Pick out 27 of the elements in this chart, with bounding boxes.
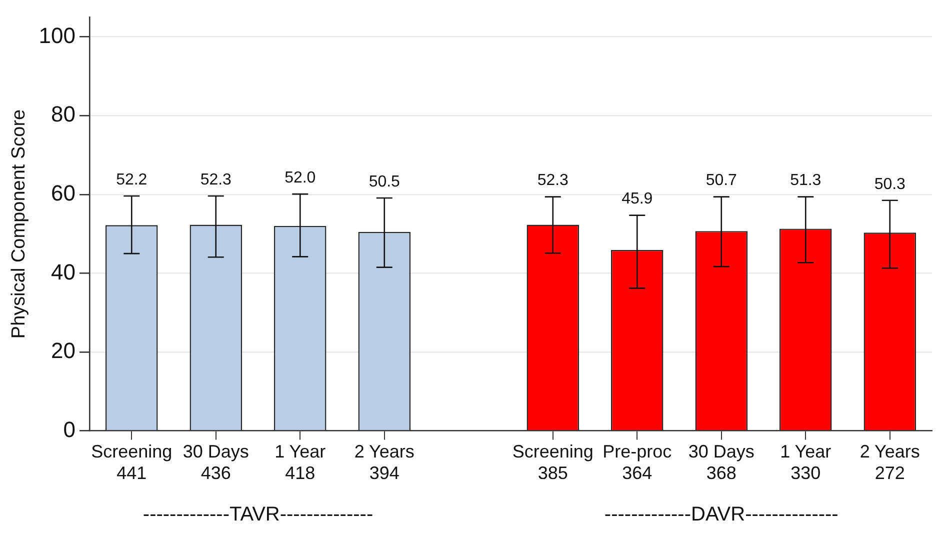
x-tick-label: 2 Years 394 bbox=[354, 442, 414, 484]
data-label: 52.2 bbox=[116, 171, 148, 188]
y-tick-label: 60 bbox=[51, 180, 76, 206]
text: -------------TAVR-------------- bbox=[142, 504, 374, 526]
y-tick-label: 0 bbox=[63, 416, 76, 442]
x-tick-label: 30 Days 368 bbox=[688, 442, 754, 484]
data-label: 50.7 bbox=[706, 172, 738, 190]
x-tick-label: 30 Days 436 bbox=[182, 442, 249, 484]
y-tick-label: 100 bbox=[38, 22, 76, 48]
y-tick-label: 80 bbox=[51, 102, 76, 127]
data-label: 45.9 bbox=[622, 190, 653, 208]
x-tick-label: 1 Year 418 bbox=[274, 442, 326, 484]
y-tick-label: 20 bbox=[51, 338, 76, 364]
y-tick-label: 40 bbox=[51, 259, 76, 284]
data-label: 52.0 bbox=[284, 169, 316, 186]
x-tick-label: Screening 441 bbox=[91, 442, 172, 484]
data-label: 52.3 bbox=[200, 171, 232, 188]
data-label: 50.5 bbox=[368, 173, 400, 190]
text: -------------DAVR-------------- bbox=[604, 504, 838, 526]
x-tick-label: Pre-proc 364 bbox=[602, 442, 672, 484]
data-label: 52.3 bbox=[537, 172, 569, 190]
y-axis-title: Physical Component Score bbox=[8, 109, 30, 339]
x-tick-label: 1 Year 330 bbox=[780, 442, 832, 484]
data-label: 50.3 bbox=[874, 176, 906, 193]
x-tick-label: 2 Years 272 bbox=[860, 442, 920, 484]
x-tick-label: Screening 385 bbox=[512, 442, 594, 484]
data-label: 51.3 bbox=[790, 172, 822, 190]
